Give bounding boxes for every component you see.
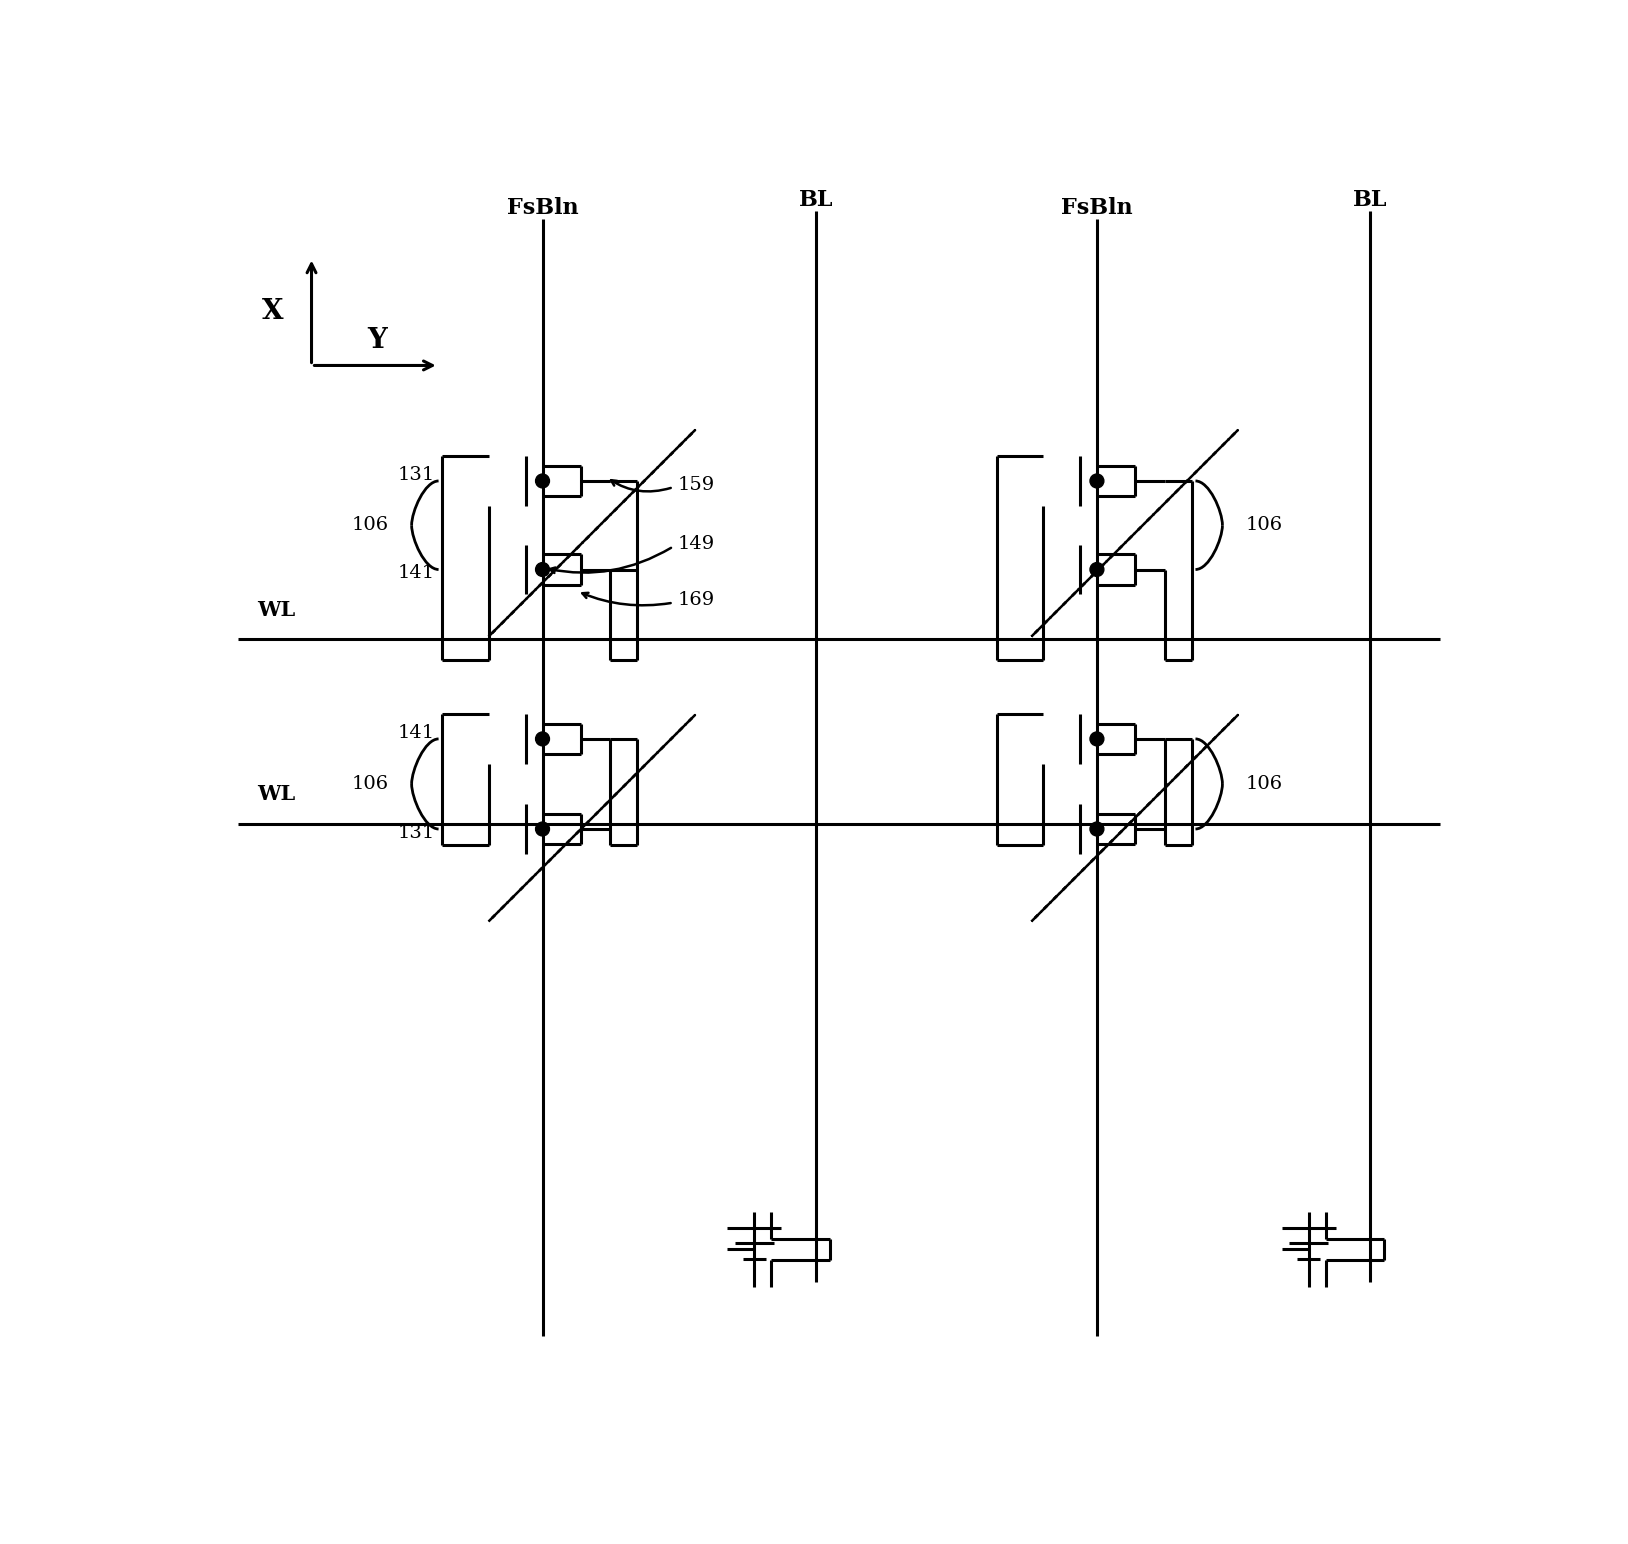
Circle shape xyxy=(1091,562,1104,576)
Circle shape xyxy=(1091,732,1104,746)
Text: WL: WL xyxy=(257,784,296,804)
Text: 141: 141 xyxy=(397,565,435,582)
Text: 141: 141 xyxy=(397,724,435,741)
Text: 106: 106 xyxy=(352,775,389,794)
Circle shape xyxy=(536,562,549,576)
Circle shape xyxy=(1091,821,1104,835)
Text: 106: 106 xyxy=(352,516,389,534)
Text: BL: BL xyxy=(799,188,834,212)
Text: 131: 131 xyxy=(397,466,435,483)
Text: 159: 159 xyxy=(677,476,715,494)
Text: 106: 106 xyxy=(1245,516,1283,534)
Circle shape xyxy=(536,732,549,746)
Text: 131: 131 xyxy=(397,824,435,841)
Text: Y: Y xyxy=(366,327,387,354)
Text: BL: BL xyxy=(1353,188,1387,212)
Text: X: X xyxy=(262,298,283,326)
Text: FsBln: FsBln xyxy=(506,196,578,219)
Text: 149: 149 xyxy=(677,536,715,553)
Circle shape xyxy=(1091,474,1104,488)
Text: FsBln: FsBln xyxy=(1061,196,1133,219)
Circle shape xyxy=(536,821,549,835)
Circle shape xyxy=(536,474,549,488)
Text: 106: 106 xyxy=(1245,775,1283,794)
Text: 169: 169 xyxy=(677,591,715,610)
Text: WL: WL xyxy=(257,599,296,619)
